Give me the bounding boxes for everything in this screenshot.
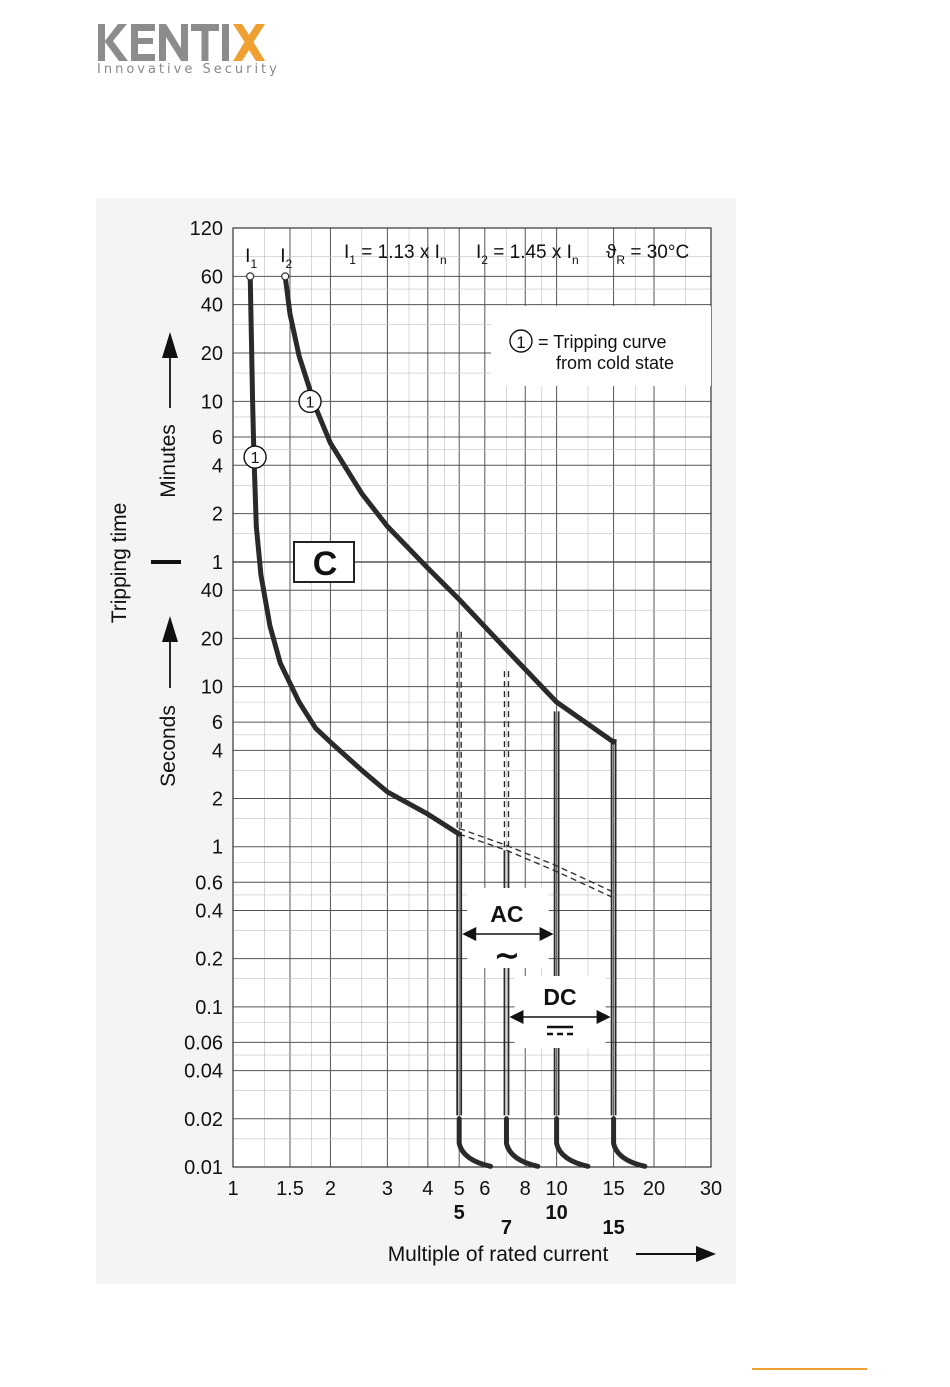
instant-trip-hook <box>611 1116 648 1169</box>
curve-label-icon <box>298 389 322 414</box>
current-marker-label: I1 <box>245 246 257 271</box>
class-label: C <box>313 545 338 583</box>
y-tick-label-minutes: 4 <box>212 455 223 477</box>
lower-curve-dashed-extension <box>458 827 614 893</box>
x-tick-label: 3 <box>382 1178 393 1200</box>
x-bold-label: 10 <box>545 1202 567 1224</box>
y-tick-label-minutes: 6 <box>212 427 223 449</box>
x-tick-label: 1 <box>227 1178 238 1200</box>
y-tick-label-seconds: 0.6 <box>195 872 223 894</box>
seconds-arrow-head <box>162 616 178 642</box>
curve-label-number: 1 <box>306 394 315 411</box>
ac-label: AC <box>490 901 523 927</box>
ac-label-bg <box>467 888 549 968</box>
x-bold-label: 7 <box>501 1217 512 1239</box>
current-marker-label: I2 <box>280 246 292 271</box>
legend-line-1: = Tripping curve <box>538 332 667 352</box>
x-bold-label: 5 <box>454 1202 465 1224</box>
kentix-logo <box>98 24 265 61</box>
instant-trip-hook <box>554 1116 591 1169</box>
y-tick-label-seconds: 4 <box>212 740 223 762</box>
chart-panel: 1 1.5 2 3 4 5 6 8 10 15 20 30 5 7 10 15 0.01 0.02 0.04 0.06… <box>96 198 736 1284</box>
x-bold-label: 15 <box>602 1217 624 1239</box>
y-tick-label-minutes: 20 <box>201 343 223 365</box>
minutes-label: Minutes <box>157 424 180 498</box>
x-tick-label: 10 <box>545 1178 567 1200</box>
y-tick-label-seconds: 0.06 <box>184 1032 223 1054</box>
y-tick-label-minutes: 120 <box>190 218 223 240</box>
ac-arrow-right <box>539 927 554 941</box>
minutes-arrow-head <box>162 332 178 358</box>
lower-curve-dashed-extension <box>458 833 614 899</box>
lower-tripping-curve <box>247 273 462 837</box>
y-tick-label-seconds: 2 <box>212 789 223 811</box>
y-tick-label-seconds: 1 <box>212 837 223 859</box>
x-axis-title: Multiple of rated current <box>388 1243 609 1266</box>
y-tick-label-minutes: 2 <box>212 504 223 526</box>
x-tick-label: 6 <box>479 1178 490 1200</box>
legend-symbol-number: 1 <box>516 333 525 352</box>
dc-label: DC <box>543 984 576 1010</box>
dc-arrow-left <box>509 1010 524 1024</box>
formula-temperature: ϑR = 30°C <box>606 242 689 267</box>
upper-tripping-curve <box>282 273 617 745</box>
instant-trip-hook <box>456 1116 494 1169</box>
x-axis-arrow-head <box>696 1246 716 1262</box>
class-label-box <box>293 541 355 583</box>
x-tick-label: 20 <box>643 1178 665 1200</box>
y-axis-title: Tripping time <box>108 503 131 624</box>
y-tick-label-seconds: 6 <box>212 712 223 734</box>
logo-letters <box>98 24 229 61</box>
y-tick-label-seconds: 0.02 <box>184 1109 223 1131</box>
seconds-label: Seconds <box>157 705 180 787</box>
y-tick-label-minutes: 60 <box>201 266 223 288</box>
legend-symbol-icon <box>509 329 533 353</box>
y-tick-label-minutes: 1 <box>212 552 223 574</box>
x-tick-label: 8 <box>520 1178 531 1200</box>
x-tick-label: 30 <box>700 1178 722 1200</box>
x-tick-label: 4 <box>422 1178 433 1200</box>
y-tick-label-seconds: 0.4 <box>195 900 223 922</box>
logo-x-icon <box>233 24 265 61</box>
plot-frame <box>232 227 712 1168</box>
y-tick-label-seconds: 0.2 <box>195 949 223 971</box>
dc-label-bg <box>514 976 606 1048</box>
current-marker-point <box>281 272 290 281</box>
ac-symbol-icon: ∼ <box>493 937 520 973</box>
y-tick-label-seconds: 0.04 <box>184 1061 223 1083</box>
y-tick-label-seconds: 0.1 <box>195 997 223 1019</box>
tripping-chart: 1 1.5 2 3 4 5 6 8 10 15 20 305710150.010.020.040.06… <box>108 218 722 1266</box>
instant-trip-hook <box>503 1116 541 1169</box>
x-tick-label: 15 <box>602 1178 624 1200</box>
ac-arrow-left <box>462 927 477 941</box>
y-tick-label-seconds: 0.01 <box>184 1157 223 1179</box>
formula-i2: I2 = 1.45 x In <box>476 242 579 267</box>
y-tick-label-seconds: 20 <box>201 628 223 650</box>
legend-line-2: from cold state <box>556 353 674 373</box>
curve-label-icon <box>243 445 267 469</box>
curve-label-number: 1 <box>251 450 260 467</box>
dc-arrow-right <box>596 1010 611 1024</box>
footer-accent-line <box>752 1368 867 1370</box>
x-tick-label: 1.5 <box>276 1178 304 1200</box>
formula-i1: I1 = 1.13 x In <box>344 242 447 267</box>
x-tick-label: 2 <box>325 1178 336 1200</box>
logo-tagline: Innovative Security <box>97 62 280 77</box>
current-marker-point <box>246 272 255 281</box>
y-tick-label-minutes: 40 <box>201 295 223 317</box>
y-tick-label-seconds: 10 <box>201 677 223 699</box>
y-tick-label-minutes: 10 <box>201 391 223 413</box>
y-tick-label-seconds: 40 <box>201 580 223 602</box>
x-tick-label: 5 <box>454 1178 465 1200</box>
